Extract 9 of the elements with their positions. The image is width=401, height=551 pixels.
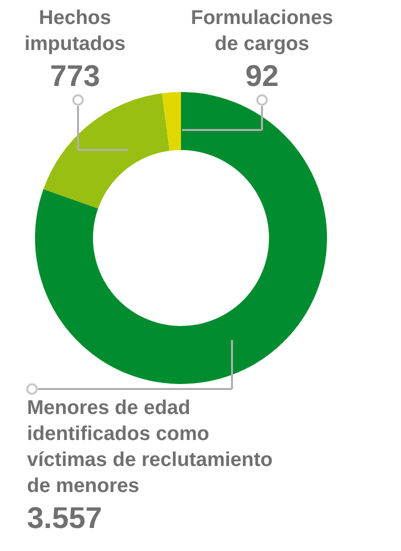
slice-label: Menores de edad identificados como víctimas de reclutamiento de menores: [27, 397, 273, 497]
donut-slice: [162, 92, 181, 151]
slice-label: Formulaciones de cargos: [190, 7, 334, 55]
donut-slice: [43, 93, 170, 209]
data-label: 92: [245, 60, 279, 93]
slice-label: Hechos imputados: [24, 7, 126, 55]
data-label: 3.557: [27, 502, 102, 535]
data-label: 773: [50, 60, 100, 93]
donut-slice: [35, 92, 327, 384]
